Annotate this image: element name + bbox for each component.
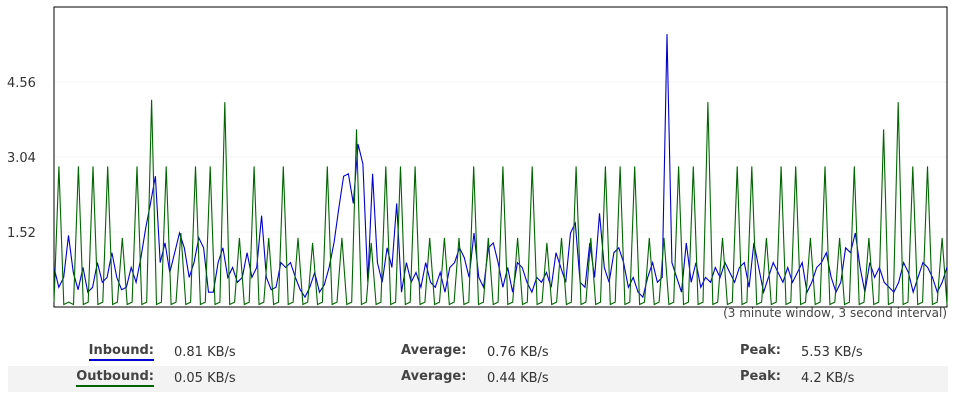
inbound-label: Inbound: bbox=[88, 343, 154, 361]
outbound-peak-value: 4.2 KB/s bbox=[801, 371, 855, 386]
outbound-label: Outbound: bbox=[76, 369, 154, 387]
plot-frame bbox=[53, 6, 948, 308]
outbound-peak-label: Peak: bbox=[740, 369, 781, 384]
traffic-chart: 1.52 3.04 4.56 (3 minute window, 3 second … bbox=[7, 6, 948, 320]
inbound-current-value: 0.81 KB/s bbox=[174, 345, 236, 360]
chart-caption: (3 minute window, 3 second interval) bbox=[723, 306, 947, 320]
y-tick-label: 4.56 bbox=[7, 76, 36, 91]
outbound-average-value: 0.44 KB/s bbox=[487, 371, 549, 386]
inbound-series-line bbox=[53, 34, 948, 299]
outbound-stats-row: Outbound: 0.05 KB/s Average: 0.44 KB/s P… bbox=[8, 366, 948, 392]
outbound-series-line bbox=[53, 99, 948, 306]
traffic-chart-svg: 1.52 3.04 4.56 bbox=[7, 6, 948, 308]
inbound-average-value: 0.76 KB/s bbox=[487, 345, 549, 360]
inbound-peak-value: 5.53 KB/s bbox=[801, 345, 863, 360]
outbound-current-value: 0.05 KB/s bbox=[174, 371, 236, 386]
y-tick-label: 1.52 bbox=[7, 226, 36, 241]
outbound-average-label: Average: bbox=[401, 369, 467, 384]
inbound-stats-row: Inbound: 0.81 KB/s Average: 0.76 KB/s Pe… bbox=[8, 340, 948, 366]
inbound-peak-label: Peak: bbox=[740, 343, 781, 358]
y-tick-label: 3.04 bbox=[7, 151, 36, 166]
inbound-average-label: Average: bbox=[401, 343, 467, 358]
